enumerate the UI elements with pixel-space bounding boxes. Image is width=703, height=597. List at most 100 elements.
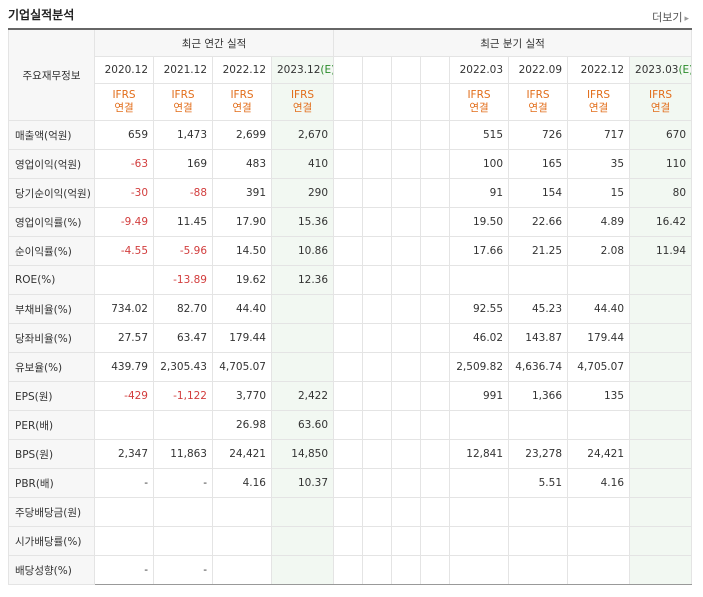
row-label: 영업이익률(%) — [8, 207, 95, 237]
ifrs-basis-cell: IFRS 연결 — [94, 83, 154, 121]
quarter-value-cell: 4.89 — [567, 207, 631, 237]
empty-cell — [420, 178, 451, 208]
annual-value-cell: - — [94, 555, 154, 585]
annual-value-cell: 2,422 — [270, 381, 335, 411]
quarter-value-cell — [508, 555, 569, 585]
consolidated-label: 연결 — [469, 102, 489, 114]
annual-value-cell — [212, 555, 272, 585]
quarter-value-cell: 515 — [449, 120, 510, 150]
annual-value-cell — [94, 410, 154, 440]
annual-value-cell: -63 — [94, 149, 154, 179]
quarter-group-header: 최근 분기 실적 — [333, 28, 693, 57]
empty-cell — [391, 526, 422, 556]
ifrs-label: IFRS — [230, 89, 254, 101]
empty-ifrs-cell — [420, 83, 451, 121]
empty-cell — [362, 294, 393, 324]
row-header-label: 주요재무정보 — [8, 28, 95, 121]
empty-cell — [362, 207, 393, 237]
row-label: 순이익률(%) — [8, 236, 95, 266]
empty-cell — [333, 265, 364, 295]
table-row: 유보율(%) 439.79 2,305.43 4,705.07 2,509.82 4,63… — [8, 352, 693, 382]
empty-cell — [391, 294, 422, 324]
annual-value-cell: 169 — [153, 149, 213, 179]
quarter-value-cell — [449, 265, 510, 295]
table-row: EPS(원) -429 -1,122 3,770 2,422 991 1,366 135 — [8, 381, 693, 411]
annual-value-cell: 2,305.43 — [153, 352, 213, 382]
quarter-value-cell: 179.44 — [567, 323, 631, 353]
empty-cell — [362, 555, 393, 585]
annual-value-cell: 82.70 — [153, 294, 213, 324]
quarter-value-cell: 44.40 — [567, 294, 631, 324]
quarter-value-cell: 45.23 — [508, 294, 569, 324]
empty-cell — [362, 120, 393, 150]
quarter-value-cell — [508, 526, 569, 556]
row-label: 주당배당금(원) — [8, 497, 95, 527]
consolidated-label: 연결 — [650, 102, 671, 114]
empty-cell — [362, 381, 393, 411]
quarter-value-cell: 991 — [449, 381, 510, 411]
annual-value-cell: - — [94, 468, 154, 498]
quarter-value-cell: 35 — [567, 149, 631, 179]
annual-value-cell: 3,770 — [212, 381, 272, 411]
annual-value-cell — [94, 265, 154, 295]
empty-period-header — [420, 56, 451, 84]
table-row: 영업이익(억원) -63 169 483 410 100 165 35 110 — [8, 149, 693, 179]
quarter-value-cell — [567, 410, 631, 440]
quarter-value-cell: 110 — [629, 149, 693, 179]
empty-cell — [333, 555, 364, 585]
annual-value-cell: 483 — [212, 149, 272, 179]
empty-cell — [391, 381, 422, 411]
annual-value-cell: - — [153, 555, 213, 585]
empty-cell — [333, 352, 364, 382]
annual-value-cell: 10.86 — [270, 236, 335, 266]
quarter-value-cell: 80 — [629, 178, 693, 208]
ifrs-label: IFRS — [290, 89, 315, 101]
annual-value-cell: 17.90 — [212, 207, 272, 237]
quarter-value-cell — [629, 468, 693, 498]
empty-cell — [420, 468, 451, 498]
empty-cell — [333, 439, 364, 469]
row-label: ROE(%) — [8, 265, 95, 295]
annual-value-cell — [270, 352, 335, 382]
empty-cell — [420, 381, 451, 411]
empty-cell — [362, 236, 393, 266]
empty-cell — [391, 149, 422, 179]
annual-value-cell — [212, 497, 272, 527]
ifrs-label: IFRS — [648, 89, 673, 101]
annual-value-cell — [153, 410, 213, 440]
annual-value-cell: -9.49 — [94, 207, 154, 237]
annual-period-header: 2023.12(E) — [270, 56, 335, 84]
quarter-value-cell — [629, 265, 693, 295]
annual-value-cell: 439.79 — [94, 352, 154, 382]
chevron-right-icon: ▸ — [684, 14, 689, 24]
annual-value-cell: 14.50 — [212, 236, 272, 266]
table-row: 순이익률(%) -4.55 -5.96 14.50 10.86 17.66 21.25 2.0… — [8, 236, 693, 266]
empty-cell — [420, 236, 451, 266]
quarter-value-cell — [567, 265, 631, 295]
quarter-value-cell: 19.50 — [449, 207, 510, 237]
empty-cell — [362, 526, 393, 556]
quarter-value-cell — [508, 265, 569, 295]
empty-cell — [391, 120, 422, 150]
annual-value-cell: 27.57 — [94, 323, 154, 353]
annual-value-cell — [94, 497, 154, 527]
annual-value-cell: 12.36 — [270, 265, 335, 295]
annual-value-cell — [270, 526, 335, 556]
ifrs-basis-cell: IFRS 연결 — [567, 83, 631, 121]
quarter-value-cell — [567, 555, 631, 585]
quarter-value-cell: 23,278 — [508, 439, 569, 469]
quarter-value-cell: 717 — [567, 120, 631, 150]
more-link[interactable]: 더보기 ▸ — [652, 9, 689, 25]
empty-cell — [391, 236, 422, 266]
annual-value-cell: 4,705.07 — [212, 352, 272, 382]
annual-value-cell — [94, 526, 154, 556]
empty-period-header — [333, 56, 364, 84]
annual-value-cell: -5.96 — [153, 236, 213, 266]
empty-cell — [333, 526, 364, 556]
empty-cell — [391, 555, 422, 585]
annual-value-cell — [153, 497, 213, 527]
annual-value-cell: 4.16 — [212, 468, 272, 498]
annual-value-cell — [270, 294, 335, 324]
empty-cell — [420, 439, 451, 469]
annual-value-cell: 19.62 — [212, 265, 272, 295]
